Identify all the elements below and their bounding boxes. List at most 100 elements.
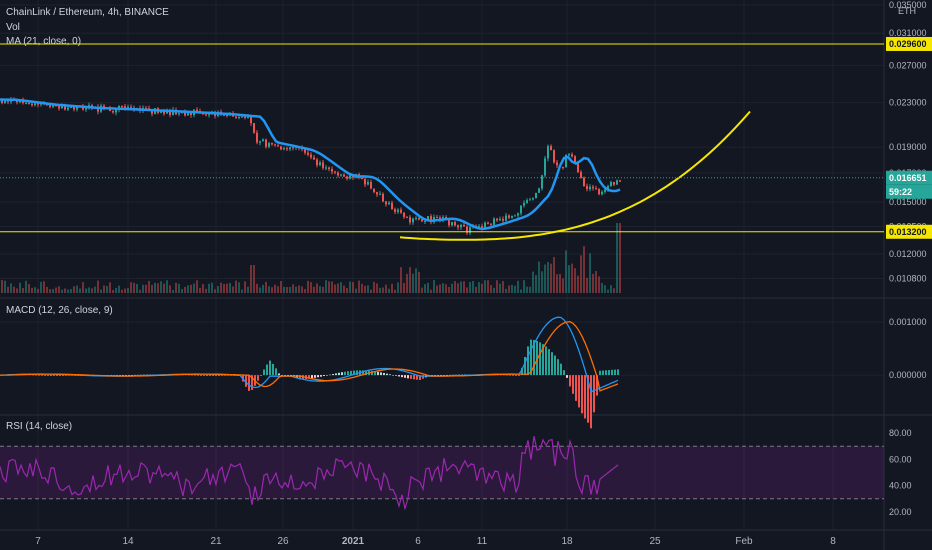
rsi-legend[interactable]: RSI (14, close)	[6, 421, 73, 432]
macd-histogram-bar	[209, 375, 211, 376]
macd-histogram-bar	[341, 372, 343, 376]
macd-histogram-bar	[608, 370, 610, 376]
candle-body	[598, 189, 600, 195]
macd-histogram-bar	[257, 375, 259, 381]
candle-body	[130, 106, 132, 108]
candle-body	[271, 143, 273, 145]
volume-bar	[277, 286, 279, 293]
macd-histogram-bar	[128, 375, 130, 376]
volume-bar	[409, 267, 411, 293]
candle-body	[112, 111, 114, 113]
macd-histogram-bar	[389, 374, 391, 376]
macd-histogram-bar	[362, 370, 364, 376]
candle-body	[64, 104, 66, 110]
ma-legend[interactable]: MA (21, close, 0)	[6, 36, 82, 47]
candle-body	[325, 167, 327, 169]
macd-legend[interactable]: MACD (12, 26, close, 9)	[6, 305, 113, 316]
macd-histogram-bar	[344, 371, 346, 376]
macd-histogram-bar	[266, 364, 268, 376]
candle-body	[406, 216, 408, 218]
macd-histogram-bar	[383, 372, 385, 376]
macd-histogram-bar	[224, 375, 226, 376]
volume-bar	[520, 289, 522, 293]
macd-histogram-bar	[458, 374, 460, 376]
volume-bar	[73, 286, 75, 293]
macd-histogram-bar	[47, 375, 49, 376]
candle-body	[526, 200, 528, 203]
volume-bar	[34, 287, 36, 293]
macd-histogram-bar	[611, 369, 613, 376]
price-axis-tick-0: 0.035000	[889, 0, 927, 10]
price-axis-tick-8: 0.012000	[889, 249, 927, 259]
candle-body	[70, 107, 72, 109]
macd-histogram-bar	[203, 375, 205, 376]
volume-bar	[292, 284, 294, 293]
candle-body	[550, 146, 552, 151]
candle-body	[430, 216, 432, 223]
candle-body	[502, 218, 504, 221]
macd-histogram-bar	[206, 375, 208, 376]
volume-bar	[469, 282, 471, 293]
macd-histogram-bar	[509, 374, 511, 376]
volume-bar	[226, 283, 228, 293]
volume-bar	[154, 282, 156, 293]
macd-histogram-bar	[518, 375, 520, 376]
last-price-tag: 0.016651	[889, 173, 927, 183]
macd-histogram-bar	[566, 375, 568, 378]
countdown-tag-bg	[886, 184, 932, 199]
volume-bar	[430, 289, 432, 293]
candle-body	[163, 110, 165, 114]
candle-body	[4, 100, 6, 103]
candle-body	[178, 113, 180, 115]
rsi-axis-tick-3: 20.00	[889, 507, 912, 517]
ma-line	[0, 98, 621, 230]
candle-body	[514, 215, 516, 217]
volume-bar	[109, 282, 111, 293]
volume-bar	[553, 257, 555, 293]
volume-bar	[565, 250, 567, 293]
volume-bar	[439, 284, 441, 293]
volume-bar	[604, 285, 606, 293]
volume-bar	[415, 268, 417, 293]
candle-body	[448, 218, 450, 226]
candle-body	[25, 102, 27, 104]
macd-histogram-bar	[335, 373, 337, 376]
volume-bar	[451, 283, 453, 293]
volume-bar	[106, 285, 108, 293]
macd-histogram-bar	[443, 375, 445, 376]
volume-bar	[559, 273, 561, 293]
volume-bar	[25, 280, 27, 293]
candle-body	[289, 147, 291, 150]
volume-bar	[373, 281, 375, 293]
volume-bar	[181, 289, 183, 293]
candle-body	[496, 218, 498, 221]
candle-body	[547, 146, 549, 159]
candle-body	[337, 172, 339, 176]
candle-body	[562, 166, 564, 168]
candle-body	[205, 114, 207, 116]
volume-bar	[49, 289, 51, 293]
candle-body	[532, 198, 534, 200]
macd-histogram-bar	[248, 375, 250, 391]
volume-bar	[52, 289, 54, 293]
symbol-title[interactable]: ChainLink / Ethereum, 4h, BINANCE	[6, 7, 169, 18]
macd-histogram-bar	[215, 375, 217, 376]
candle-body	[481, 226, 483, 229]
volume-bar	[112, 289, 114, 293]
volume-bar	[454, 281, 456, 293]
volume-bar	[184, 286, 186, 293]
volume-bar	[295, 286, 297, 293]
candle-body	[265, 139, 267, 147]
volume-legend[interactable]: Vol	[6, 22, 20, 33]
last-price-tag-bg	[886, 170, 932, 185]
candle-body	[541, 175, 543, 189]
candle-body	[517, 213, 519, 216]
volume-bar	[247, 286, 249, 293]
candle-body	[373, 188, 375, 193]
candle-body	[343, 174, 345, 177]
macd-histogram-bar	[446, 374, 448, 376]
volume-bar	[19, 282, 21, 293]
candle-body	[415, 218, 417, 220]
volume-bar	[517, 280, 519, 293]
